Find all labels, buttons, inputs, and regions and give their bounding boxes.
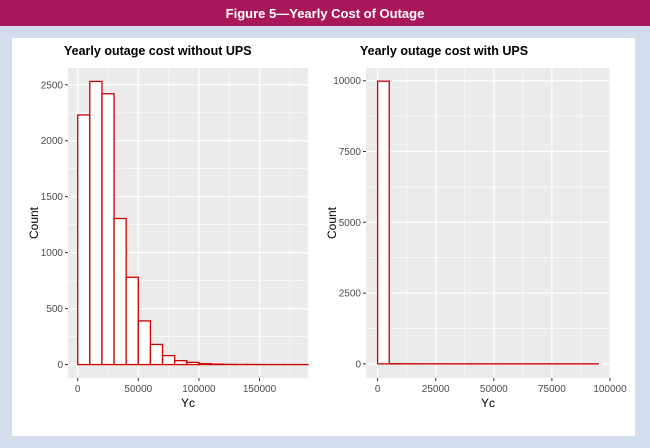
chart-2-x-tick-label: 50000: [480, 384, 508, 395]
chart-2-x-axis-label: Yc: [481, 396, 495, 410]
chart-1-y-tick-label: 0: [57, 360, 63, 371]
chart-2-y-tick-label: 0: [355, 359, 361, 370]
charts-svg: 0 50000 100000 15000005001000150020002500Ye…: [27, 44, 627, 410]
figure-title: Figure 5—Yearly Cost of Outage: [0, 0, 650, 26]
chart-1-y-tick-label: 1000: [41, 248, 64, 259]
chart-1-x-tick-label: 0: [75, 384, 81, 395]
chart-1-y-tick-label: 500: [46, 304, 63, 315]
chart-1-bar: [186, 361, 200, 366]
chart-1-title: Yearly outage cost without UPS: [64, 44, 252, 58]
chart-2-x-tick-label: 25000: [422, 384, 450, 395]
chart-1-y-tick-label: 2500: [41, 80, 64, 91]
chart-1-x-tick-label: 100000: [182, 384, 216, 395]
chart-1-bar: [125, 276, 139, 366]
chart-2-x-tick-label: 0: [375, 384, 381, 395]
chart-2-y-tick-label: 10000: [333, 76, 361, 87]
chart-1-y-tick-label: 1500: [41, 192, 64, 203]
chart-2-y-tick-label: 7500: [339, 147, 362, 158]
chart-1-bar: [113, 217, 127, 366]
chart-1-y-tick-label: 2000: [41, 136, 64, 147]
chart-1-bar: [137, 320, 152, 366]
chart-2-bar: [376, 80, 390, 365]
chart-1-bar: [198, 363, 212, 366]
chart-1-bar: [149, 343, 164, 366]
chart-2-y-tick-label: 5000: [339, 218, 362, 229]
chart-1-bar: [77, 114, 91, 366]
chart-2-x-tick-label: 75000: [538, 384, 566, 395]
chart-1-y-axis-label: Count: [27, 206, 41, 239]
chart-1-x-axis-label: Yc: [181, 396, 195, 410]
chart-1-x-tick-label: 50000: [124, 384, 152, 395]
chart-1-bar: [89, 80, 103, 366]
chart-1-bar: [101, 93, 115, 366]
chart-2-title: Yearly outage cost with UPS: [360, 44, 528, 58]
chart-2-x-tick-label: 100000: [593, 384, 627, 395]
chart-2-plot-background: [366, 68, 610, 378]
chart-1-x-tick-label: 150000: [243, 384, 277, 395]
chart-1-bar: [161, 354, 176, 366]
chart-area: 0 50000 100000 150000 0 500 1000 1500 2000 2500 Ye…: [12, 38, 635, 436]
chart-2-y-axis-label: Count: [325, 206, 339, 239]
chart-2-y-tick-label: 2500: [339, 289, 362, 300]
chart-1-bar: [174, 360, 188, 366]
